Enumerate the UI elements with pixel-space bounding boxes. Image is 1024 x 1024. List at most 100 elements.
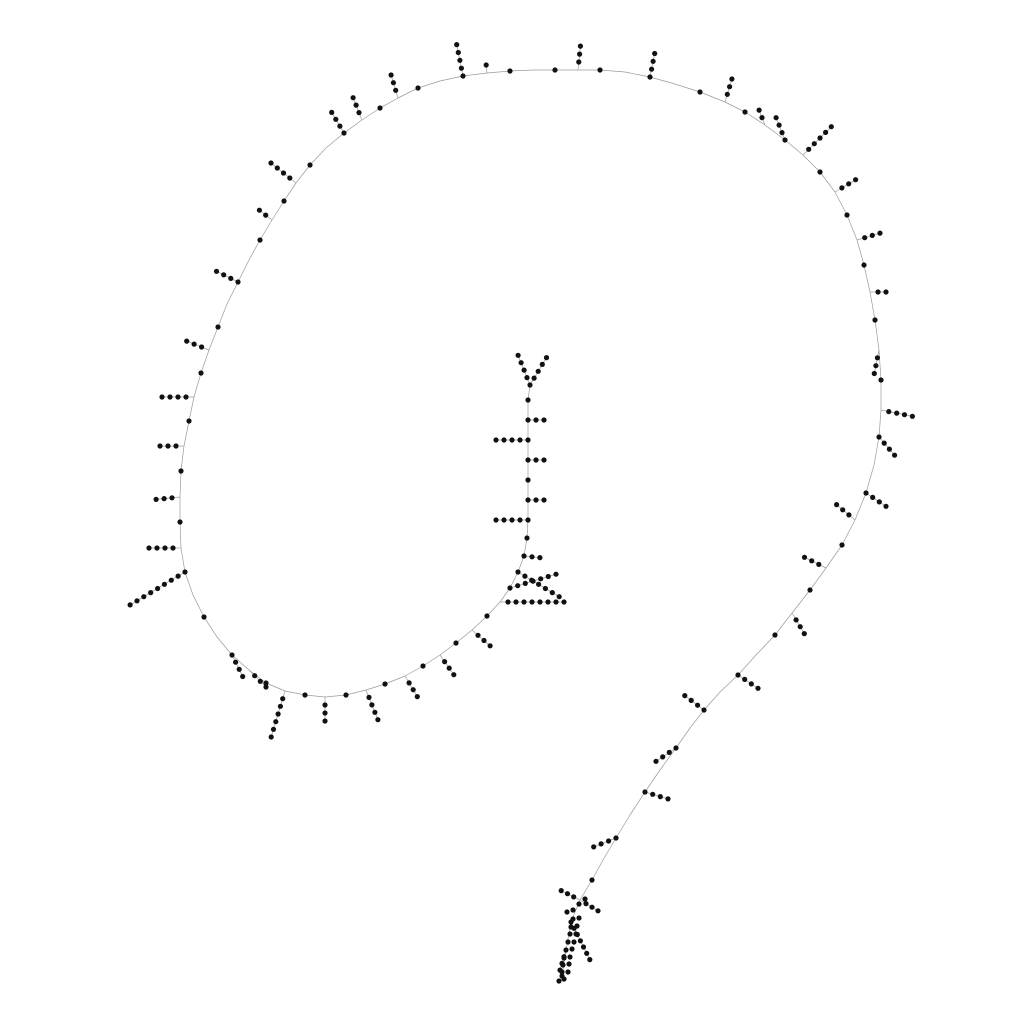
graph-node	[797, 624, 803, 630]
graph-node	[598, 841, 604, 847]
graph-node	[563, 947, 569, 953]
graph-node	[229, 652, 235, 658]
graph-node	[589, 904, 595, 910]
graph-node	[487, 643, 493, 649]
backbone-edge	[203, 616, 218, 638]
backbone-edge	[703, 691, 721, 711]
graph-node	[539, 361, 545, 367]
graph-node	[862, 235, 868, 241]
graph-node	[525, 397, 531, 403]
graph-node	[564, 909, 570, 915]
backbone-edge	[397, 87, 419, 99]
backbone-edge	[846, 214, 858, 241]
graph-node	[755, 685, 761, 691]
backbone-edge	[248, 239, 261, 261]
graph-node	[529, 577, 535, 583]
edges-layer	[129, 44, 913, 977]
graph-node	[420, 663, 426, 669]
graph-node	[574, 923, 580, 929]
graph-node	[410, 687, 416, 693]
graph-node	[162, 545, 168, 551]
backbone-edge	[764, 124, 786, 141]
graph-node	[175, 394, 181, 400]
graph-node	[561, 599, 567, 605]
graph-node	[881, 440, 887, 446]
backbone-edge	[579, 879, 593, 901]
backbone-edge	[674, 83, 701, 93]
graph-node	[455, 49, 461, 56]
graph-node	[536, 581, 542, 587]
graph-node	[221, 272, 227, 278]
backbone-edge	[217, 303, 228, 328]
graph-node	[776, 122, 782, 128]
backbone-edge	[825, 544, 843, 569]
graph-node	[509, 437, 515, 443]
backbone-edge	[284, 690, 306, 696]
graph-node	[529, 599, 535, 605]
graph-node	[869, 232, 875, 238]
graph-node	[170, 545, 176, 551]
graph-node	[507, 585, 513, 591]
graph-node	[257, 678, 263, 684]
graph-node	[840, 507, 846, 513]
graph-node	[653, 758, 659, 764]
backbone-edge	[719, 674, 739, 693]
graph-node	[161, 496, 167, 502]
backbone-edge	[193, 372, 202, 398]
graph-node	[535, 368, 541, 374]
graph-node	[280, 170, 287, 176]
graph-node	[567, 931, 573, 937]
graph-node	[215, 324, 221, 330]
backbone-edge	[216, 636, 233, 656]
graph-node	[517, 437, 523, 443]
graph-node	[543, 355, 550, 361]
backbone-edge	[404, 665, 424, 677]
graph-node	[558, 888, 564, 894]
graph-node	[484, 613, 490, 619]
graph-node	[322, 718, 328, 724]
backbone-edge	[184, 571, 194, 596]
backbone-edge	[345, 689, 367, 696]
graph-node	[525, 477, 531, 483]
graph-node	[729, 76, 735, 82]
graph-node	[481, 637, 487, 644]
graph-node	[874, 355, 881, 361]
graph-node	[735, 672, 741, 678]
graph-node	[341, 130, 347, 136]
graph-node	[652, 50, 658, 57]
graph-node	[302, 692, 308, 698]
graph-node	[576, 915, 582, 921]
graph-node	[457, 57, 463, 63]
graph-node	[517, 517, 523, 523]
graph-node	[894, 410, 900, 416]
graph-node	[649, 66, 655, 72]
backbone-edge	[422, 654, 441, 667]
graph-node	[501, 437, 507, 443]
graph-node	[350, 95, 356, 101]
graph-node	[571, 894, 577, 900]
graph-node	[521, 599, 527, 605]
graph-node	[823, 129, 829, 135]
graph-node	[801, 631, 807, 637]
backbone-edge	[486, 70, 511, 74]
graph-node	[606, 838, 612, 844]
backbone-edge	[439, 642, 457, 656]
graph-node	[782, 137, 788, 143]
graph-node	[322, 702, 328, 708]
graph-node	[228, 275, 234, 281]
backbone-edge	[471, 615, 488, 631]
graph-node	[263, 212, 269, 218]
backbone-edge	[675, 727, 691, 749]
graph-node	[525, 497, 531, 503]
backbone-edge	[819, 171, 836, 193]
graph-node	[515, 569, 521, 575]
backbone-edge	[295, 164, 311, 184]
graph-node	[597, 67, 603, 73]
graph-node	[772, 632, 778, 638]
backbone-edge	[309, 147, 327, 166]
graph-node	[570, 916, 576, 922]
nodes-layer	[127, 42, 916, 984]
backbone-edge	[304, 694, 326, 698]
backbone-edge	[809, 567, 827, 591]
graph-node	[556, 978, 562, 984]
